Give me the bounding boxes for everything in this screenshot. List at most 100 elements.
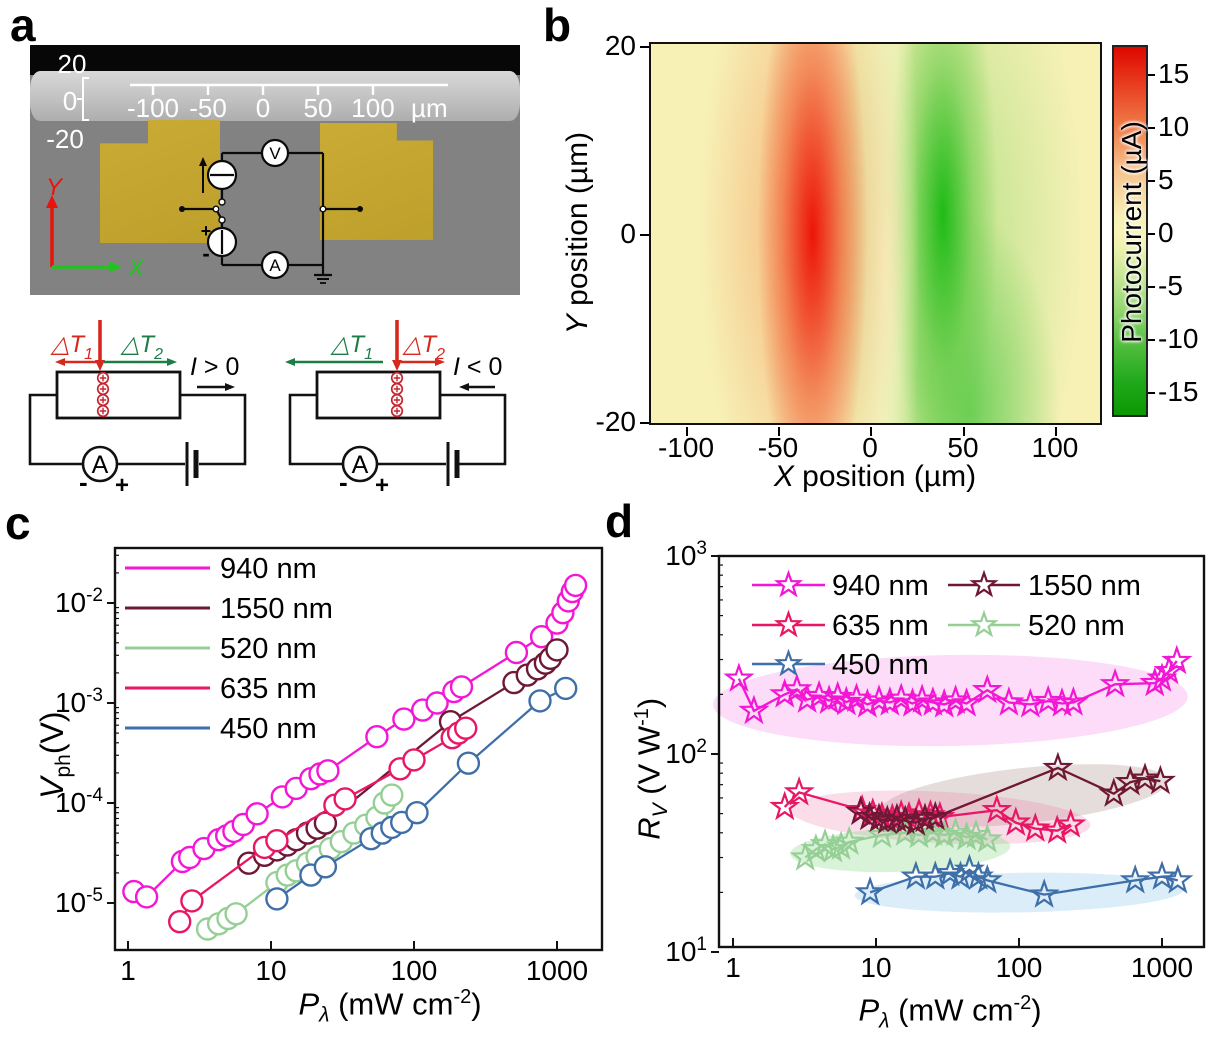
sem-electrode-right: [320, 123, 433, 240]
data-point: [333, 787, 357, 811]
xy-axes-arrows: Y X: [46, 174, 145, 282]
sem-scale-ruler: [130, 83, 448, 95]
b-x-tick-label: -100: [657, 432, 715, 463]
x-tick-label: 100: [996, 952, 1043, 983]
current-arrow: [225, 383, 235, 391]
b-x-tick-label: 100: [1031, 432, 1079, 463]
colorbar-tick-label: 10: [1158, 111, 1190, 142]
b-colorbar-label: Photocurrent (µA): [1116, 121, 1147, 343]
minus-sign: -: [339, 467, 348, 497]
data-point-star: [866, 818, 898, 849]
data-point-star: [928, 818, 960, 849]
plot-d: 1 10 100 1000 103 102 101 940 nm 1550 nm 635 nm 52…: [665, 538, 1206, 983]
highlight-ellipse-450nm: [854, 872, 1184, 913]
ammeter-letter: A: [92, 451, 109, 479]
b-y-tick: [640, 46, 649, 48]
legend-star-icon: [773, 648, 804, 677]
ruler-label: -100: [127, 93, 179, 123]
ammeter-icon: [260, 250, 290, 280]
y-tick-label: 10-4: [55, 785, 103, 818]
minus-sign: -: [202, 241, 209, 266]
data-point-star: [1028, 878, 1060, 908]
data-point-star: [919, 860, 951, 890]
current-arrow: [459, 383, 469, 391]
data-point-star: [1161, 644, 1193, 675]
dt1-arrow: [55, 358, 65, 366]
y-axis-letter: Y: [46, 174, 64, 201]
legend-label: 635 nm: [832, 610, 929, 642]
b-x-tick: [778, 427, 780, 436]
colorbar-tick: [1148, 392, 1155, 394]
plot-frame: [113, 546, 604, 952]
plus-sign: +: [201, 221, 212, 241]
data-point-star: [928, 688, 960, 718]
b-x-tick-label: 0: [862, 432, 878, 463]
data-point: [405, 801, 429, 825]
b-x-tick: [870, 427, 872, 436]
circuit-overlay: [179, 138, 363, 284]
legend-label: 450 nm: [832, 649, 929, 681]
x-arrow-icon: [109, 261, 122, 273]
colorbar-tick-label: 5: [1158, 164, 1174, 195]
ruler-unit: µm: [411, 93, 448, 123]
charge-column: [390, 371, 404, 418]
data-point-star: [1146, 662, 1178, 692]
b-x-tick: [1055, 427, 1057, 436]
data-point-star: [1042, 751, 1074, 782]
minus-sign: -: [79, 467, 88, 497]
colorbar-tick: [1148, 339, 1155, 341]
data-point: [529, 624, 554, 649]
data-point: [449, 675, 474, 699]
data-point: [456, 751, 481, 775]
legend-label: 450 nm: [220, 713, 317, 745]
panel-label-a: a: [10, 0, 36, 51]
voltmeter-icon: [260, 138, 290, 168]
data-point: [134, 885, 159, 909]
panel-label-c: c: [5, 497, 31, 549]
series-1550nm: [237, 638, 569, 875]
y-scale-label: -20: [46, 124, 84, 154]
colorbar-tick-label: 15: [1158, 58, 1190, 89]
legend-star-icon: [969, 569, 999, 598]
series-1550nm: [845, 751, 1176, 836]
data-point-star: [833, 825, 865, 856]
b-x-axis-label: X position (µm): [773, 460, 977, 493]
x-axis-letter: X: [127, 255, 145, 282]
series-520nm: [789, 816, 1003, 871]
legend-label: 940 nm: [832, 570, 929, 602]
colorbar-tick: [1148, 233, 1155, 235]
data-point: [425, 691, 449, 715]
panel-label-d: d: [605, 495, 634, 547]
b-y-tick: [640, 234, 649, 236]
data-point-star: [1055, 808, 1087, 838]
legend-label: 940 nm: [220, 553, 317, 585]
ruler-label: -50: [189, 93, 227, 123]
data-point: [528, 689, 552, 713]
data-point-star: [1129, 762, 1161, 793]
schematic-right: △T1 △T2 I < 0 A - +: [285, 320, 507, 499]
data-point-star: [1019, 812, 1051, 842]
data-point-star: [1114, 765, 1146, 796]
charge-column: [96, 371, 110, 418]
colorbar-tick: [1148, 74, 1155, 76]
data-point: [554, 676, 578, 701]
ammeter-letter: A: [352, 451, 369, 479]
data-point-star: [951, 820, 983, 851]
data-point-star: [993, 686, 1025, 716]
b-y-tick-label: 20: [604, 30, 636, 61]
series-450nm: [854, 853, 1194, 908]
dt2-arrow: [435, 358, 445, 366]
x-tick-label: 1: [120, 955, 136, 986]
data-point-star: [813, 684, 845, 714]
data-point: [402, 748, 426, 772]
data-point-star: [909, 802, 941, 833]
sem-overlay: -100 -50 0 50 100 µm 20 0 -20 Y: [46, 49, 448, 284]
data-point-star: [830, 685, 862, 716]
data-point: [167, 910, 192, 934]
plot-frame: [717, 554, 1206, 949]
dt2-arrow: [167, 358, 177, 366]
data-point-star: [854, 876, 886, 906]
data-point: [316, 759, 340, 783]
data-point-star: [1146, 860, 1178, 890]
